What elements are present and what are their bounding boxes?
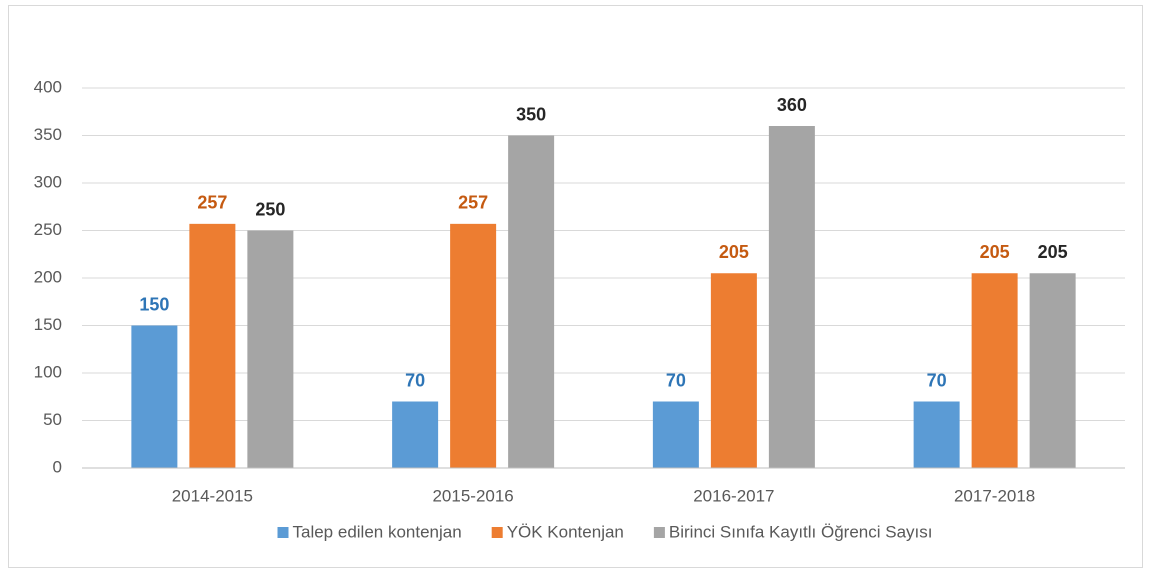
data-label: 257 bbox=[458, 193, 488, 213]
data-label: 250 bbox=[255, 199, 285, 219]
legend-swatch bbox=[653, 527, 665, 538]
bar bbox=[768, 126, 815, 468]
bar bbox=[189, 223, 236, 468]
data-label: 205 bbox=[1038, 242, 1068, 262]
data-label: 70 bbox=[927, 370, 947, 390]
y-tick-label: 250 bbox=[34, 220, 62, 239]
y-tick-label: 0 bbox=[53, 457, 62, 476]
bar bbox=[508, 135, 555, 468]
bar bbox=[652, 401, 699, 468]
x-tick-label: 2017-2018 bbox=[954, 486, 1035, 505]
bar bbox=[131, 325, 178, 468]
legend-label: YÖK Kontenjan bbox=[507, 522, 624, 541]
y-tick-label: 200 bbox=[34, 267, 62, 286]
bar bbox=[971, 273, 1018, 468]
bar bbox=[913, 401, 960, 468]
legend-label: Birinci Sınıfa Kayıtlı Öğrenci Sayısı bbox=[669, 522, 933, 541]
data-label: 70 bbox=[405, 370, 425, 390]
y-tick-label: 300 bbox=[34, 172, 62, 191]
x-tick-label: 2016-2017 bbox=[693, 486, 774, 505]
data-label: 150 bbox=[139, 294, 169, 314]
data-label: 205 bbox=[980, 242, 1010, 262]
legend-swatch bbox=[277, 527, 289, 538]
data-label: 350 bbox=[516, 104, 546, 124]
bar bbox=[392, 401, 439, 468]
y-tick-label: 150 bbox=[34, 315, 62, 334]
bar bbox=[450, 223, 497, 468]
legend-label: Talep edilen kontenjan bbox=[293, 522, 462, 541]
y-tick-label: 350 bbox=[34, 125, 62, 144]
bar bbox=[1029, 273, 1076, 468]
bar bbox=[247, 230, 294, 468]
y-tick-label: 50 bbox=[43, 410, 62, 429]
y-tick-label: 100 bbox=[34, 362, 62, 381]
data-label: 70 bbox=[666, 370, 686, 390]
legend-swatch bbox=[491, 527, 503, 538]
data-label: 257 bbox=[197, 193, 227, 213]
x-tick-label: 2014-2015 bbox=[172, 486, 253, 505]
bar bbox=[710, 273, 757, 468]
x-tick-label: 2015-2016 bbox=[432, 486, 513, 505]
data-label: 205 bbox=[719, 242, 749, 262]
data-label: 360 bbox=[777, 95, 807, 115]
y-tick-label: 400 bbox=[34, 77, 62, 96]
